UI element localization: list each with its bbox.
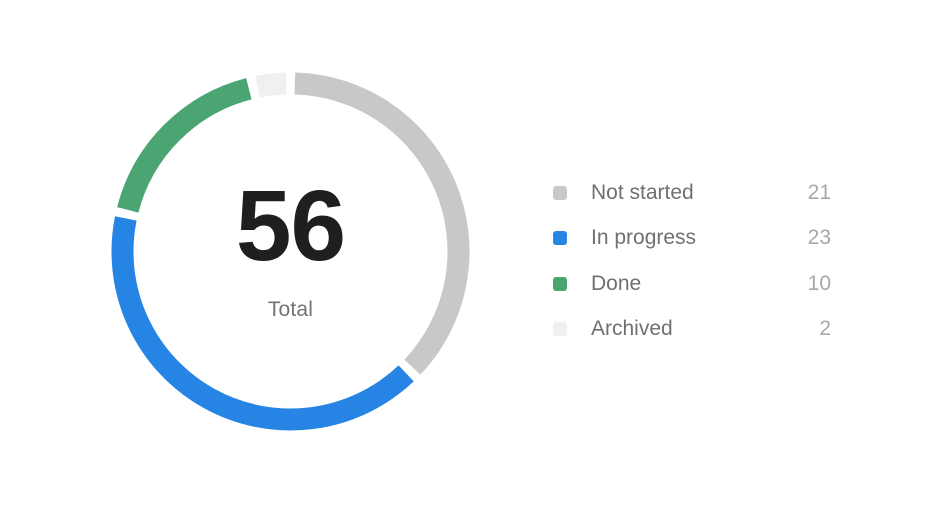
legend-item-not-started[interactable]: Not started 21: [553, 170, 831, 216]
legend-value-in-progress: 23: [807, 226, 831, 250]
legend-label-in-progress: In progress: [591, 226, 697, 250]
legend-label-not-started: Not started: [591, 180, 694, 204]
legend-label-done: Done: [591, 271, 642, 295]
legend-value-not-started: 21: [807, 180, 831, 204]
legend-item-done[interactable]: Done 10: [553, 261, 831, 307]
donut-segment-in-progress[interactable]: [111, 216, 414, 431]
donut-segment-archived[interactable]: [255, 72, 287, 98]
donut-chart: 56 Total: [110, 71, 471, 432]
donut-segment-not-started[interactable]: [294, 72, 470, 375]
donut-chart-svg: [111, 72, 470, 431]
legend-value-done: 10: [807, 271, 831, 295]
legend-item-in-progress[interactable]: In progress 23: [553, 216, 831, 262]
legend-label-archived: Archived: [591, 317, 673, 341]
legend-swatch-done: [553, 276, 567, 291]
legend-swatch-archived: [553, 322, 567, 337]
legend-swatch-in-progress: [553, 231, 567, 246]
donut-segment-group: [111, 72, 470, 431]
legend-value-archived: 2: [819, 317, 831, 341]
chart-legend: Not started 21 In progress 23 Done 10 Ar…: [553, 170, 831, 352]
legend-swatch-not-started: [553, 185, 567, 200]
donut-segment-done[interactable]: [117, 78, 252, 213]
legend-item-archived[interactable]: Archived 2: [553, 307, 831, 353]
